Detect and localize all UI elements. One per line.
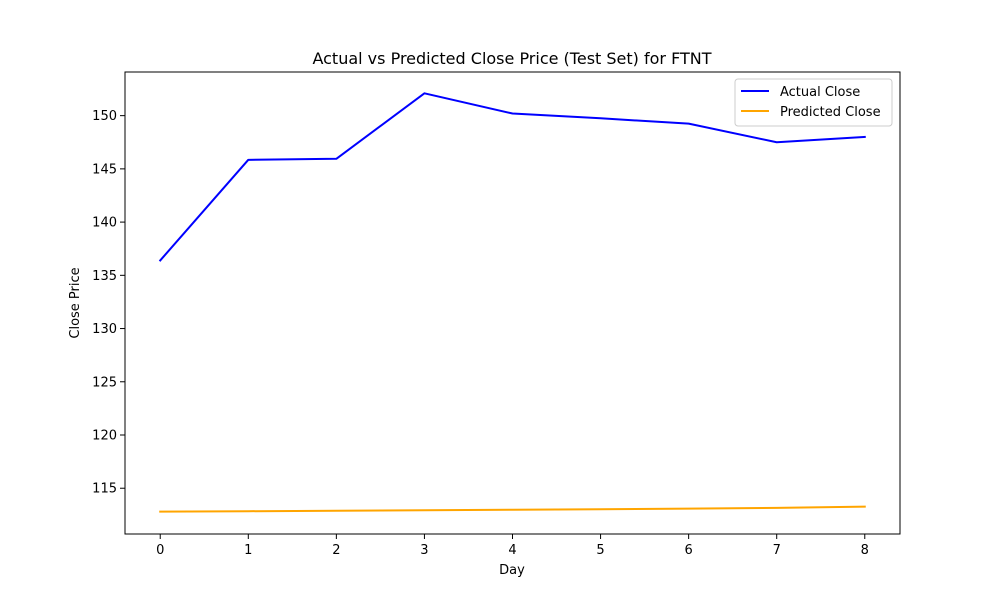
legend-label-predicted: Predicted Close	[780, 105, 881, 120]
x-tick-label: 4	[508, 543, 516, 558]
y-tick-label: 115	[92, 482, 117, 497]
y-axis: 115 120 125 130 135 140 145 150	[92, 109, 125, 497]
x-tick-label: 6	[684, 543, 692, 558]
y-axis-title: Close Price	[68, 267, 83, 338]
x-tick-label: 0	[156, 543, 164, 558]
legend-label-actual: Actual Close	[780, 85, 860, 100]
chart-title: Actual vs Predicted Close Price (Test Se…	[312, 49, 711, 68]
y-tick-label: 130	[92, 322, 117, 337]
legend-box	[734, 78, 893, 127]
legend: Actual Close Predicted Close	[734, 78, 893, 127]
series-lines	[158, 92, 866, 513]
y-tick-label: 120	[92, 429, 117, 444]
series-line-predicted-close	[159, 505, 866, 513]
x-axis-title: Day	[499, 563, 525, 578]
x-tick-label: 7	[773, 543, 781, 558]
y-tick-label: 150	[92, 109, 117, 124]
y-tick-label: 140	[92, 216, 117, 231]
x-tick-label: 5	[596, 543, 604, 558]
x-tick-label: 3	[420, 543, 428, 558]
x-tick-label: 2	[332, 543, 340, 558]
y-tick-label: 135	[92, 269, 117, 284]
series-line-actual-close	[158, 92, 866, 262]
x-axis: 0 1 2 3 4 5 6 7 8	[156, 534, 869, 558]
x-tick-label: 1	[244, 543, 252, 558]
x-tick-label: 8	[861, 543, 869, 558]
y-tick-label: 125	[92, 375, 117, 390]
y-tick-label: 145	[92, 162, 117, 177]
